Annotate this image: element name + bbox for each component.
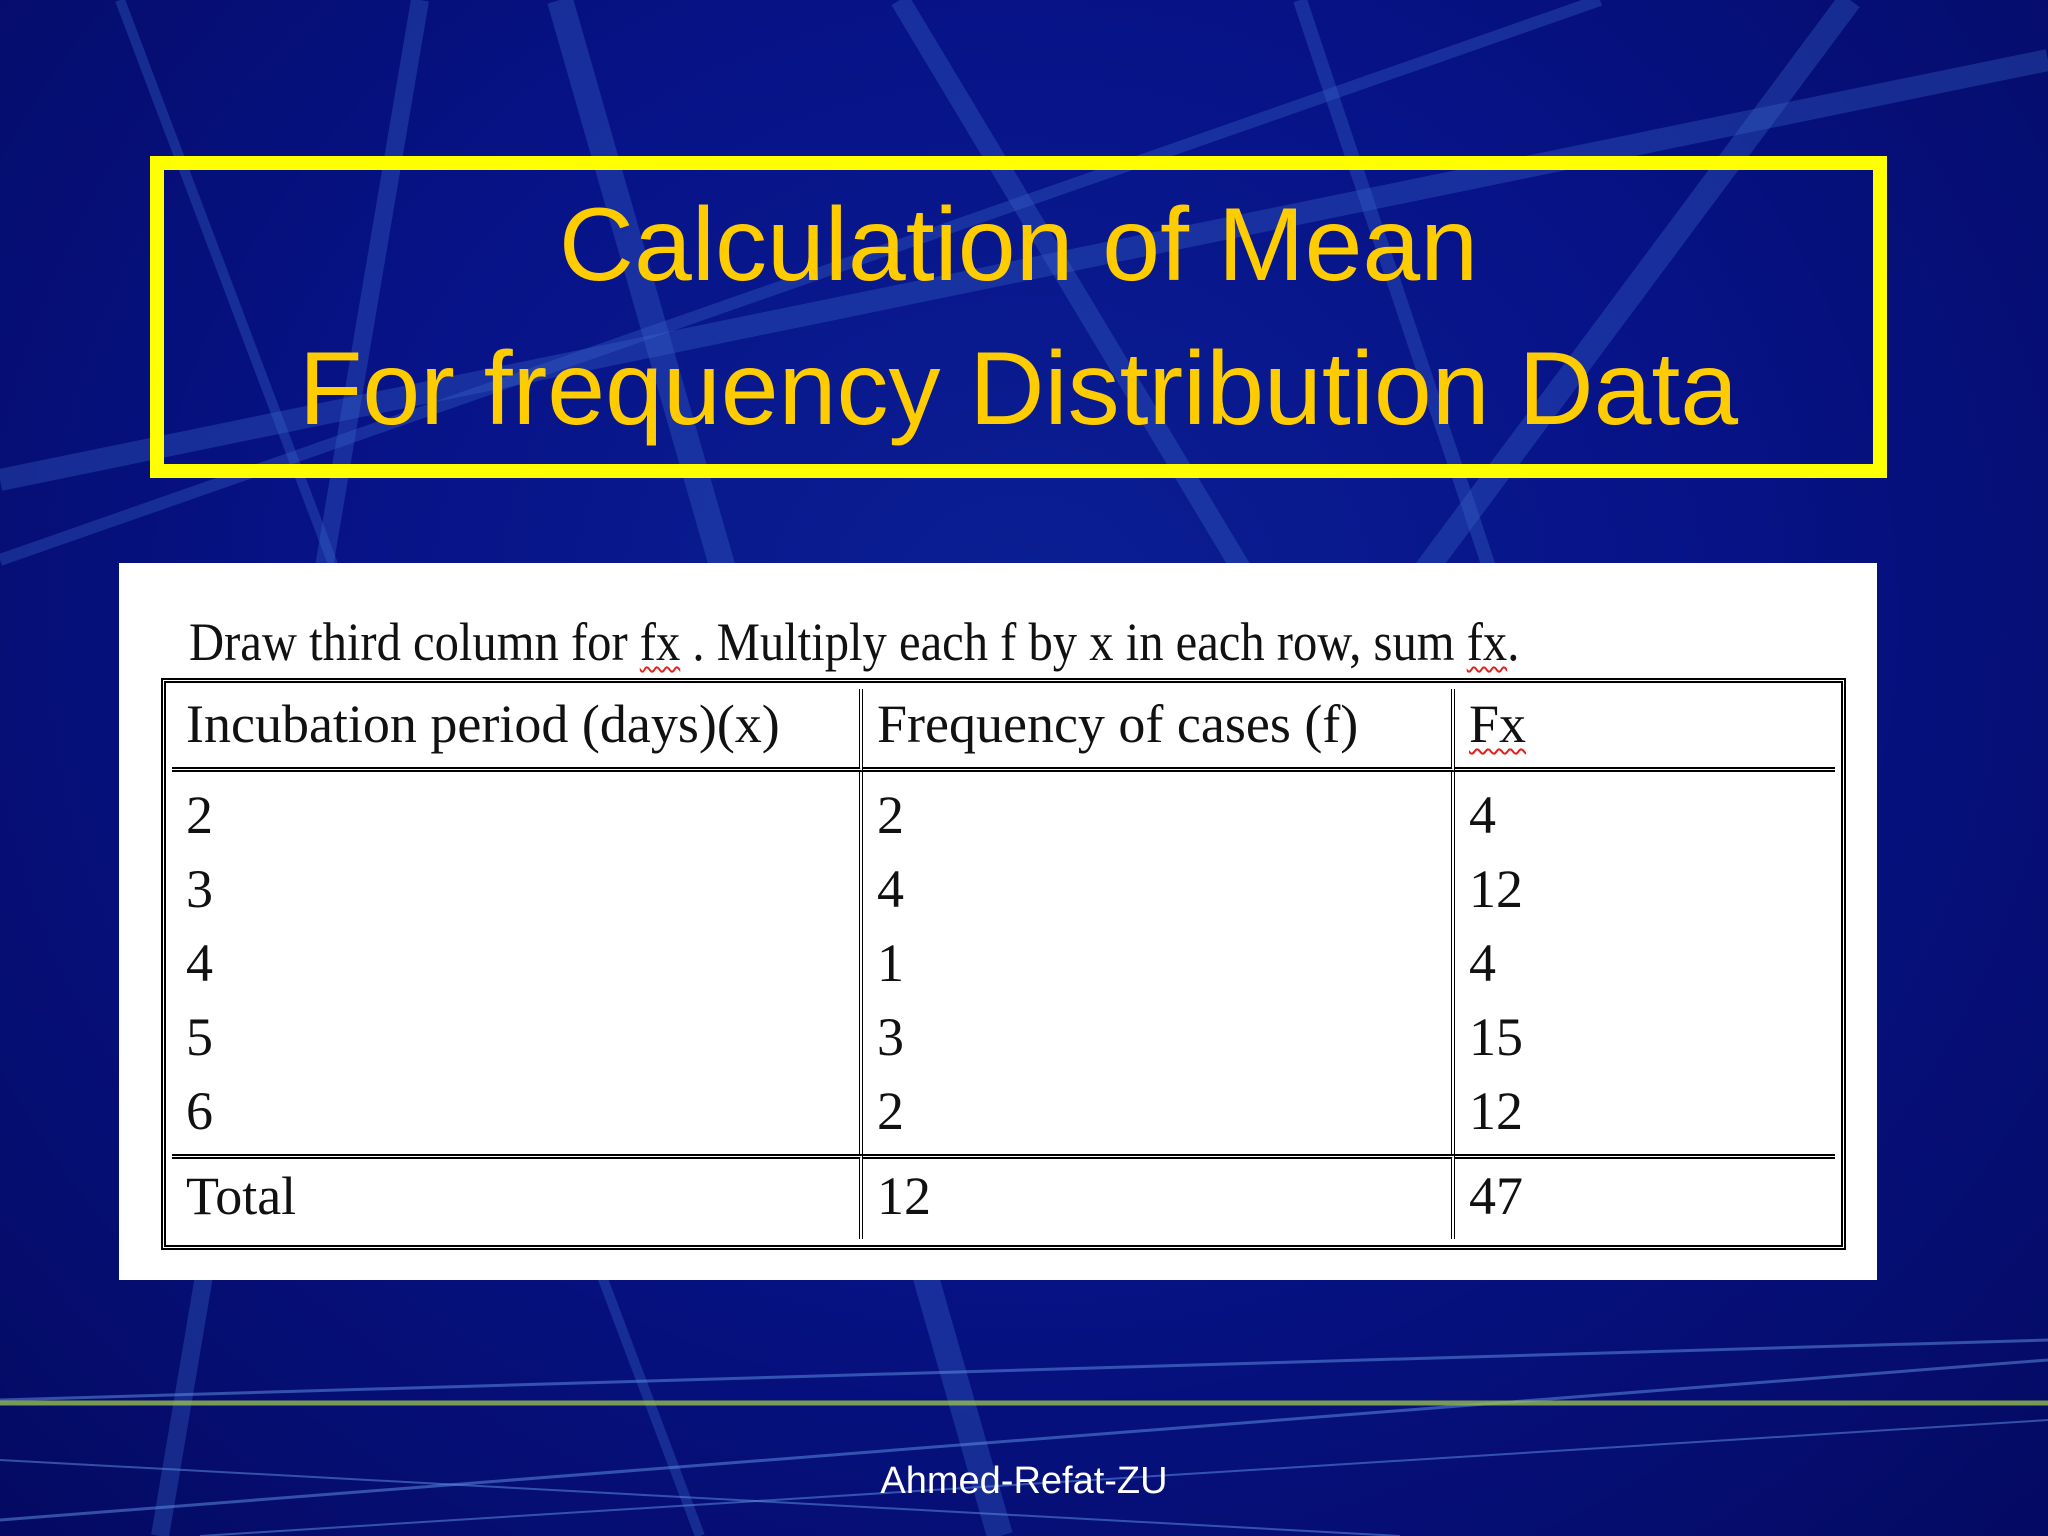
- total-fx: 47: [1455, 1154, 1835, 1239]
- cell-x: 6: [172, 1074, 863, 1154]
- instruction-part-1: Draw third column for: [189, 612, 640, 672]
- instruction-part-2: . Multiply each f by x in each row, sum: [680, 612, 1467, 672]
- table-row: 6 2 12: [172, 1074, 1835, 1154]
- instruction-fx-1: fx: [639, 612, 681, 672]
- cell-f: 3: [863, 1000, 1455, 1074]
- title-box: Calculation of Mean For frequency Distri…: [150, 156, 1887, 478]
- cell-x: 4: [172, 926, 863, 1000]
- cell-fx: 12: [1469, 859, 1523, 919]
- header-fx-label: Fx: [1469, 694, 1527, 754]
- table-total-row: Total 12 47: [172, 1154, 1835, 1239]
- instruction-fx-2: fx: [1466, 612, 1508, 672]
- cell-x: 2: [172, 772, 863, 852]
- table-row: 2 2 4: [172, 772, 1835, 852]
- table-panel: Draw third column for fx . Multiply each…: [119, 563, 1877, 1280]
- cell-fx: 12: [1469, 1081, 1523, 1141]
- cell-f: 4: [863, 852, 1455, 926]
- frequency-table: Incubation period (days)(x) Frequency of…: [161, 678, 1846, 1250]
- cell-fx: 15: [1469, 1007, 1523, 1067]
- cell-fx: 4: [1469, 785, 1496, 845]
- header-fx: Fx: [1455, 689, 1835, 772]
- table-header-row: Incubation period (days)(x) Frequency of…: [172, 689, 1835, 772]
- cell-f: 1: [863, 926, 1455, 1000]
- cell-x: 5: [172, 1000, 863, 1074]
- table-row: 4 1 4: [172, 926, 1835, 1000]
- cell-x: 3: [172, 852, 863, 926]
- cell-fx: 4: [1469, 933, 1496, 993]
- slide-title-line-1: Calculation of Mean: [558, 187, 1479, 303]
- total-label: Total: [172, 1154, 863, 1239]
- header-frequency: Frequency of cases (f): [863, 689, 1455, 772]
- cell-f: 2: [863, 772, 1455, 852]
- total-frequency: 12: [863, 1154, 1455, 1239]
- header-incubation-period: Incubation period (days)(x): [172, 689, 863, 772]
- cell-f: 2: [863, 1074, 1455, 1154]
- instruction-part-3: .: [1507, 612, 1520, 672]
- footer-author: Ahmed-Refat-ZU: [880, 1460, 1168, 1502]
- slide-title-line-2: For frequency Distribution Data: [298, 331, 1739, 447]
- instruction-text: Draw third column for fx . Multiply each…: [189, 611, 1519, 673]
- table-row: 3 4 12: [172, 852, 1835, 926]
- table-row: 5 3 15: [172, 1000, 1835, 1074]
